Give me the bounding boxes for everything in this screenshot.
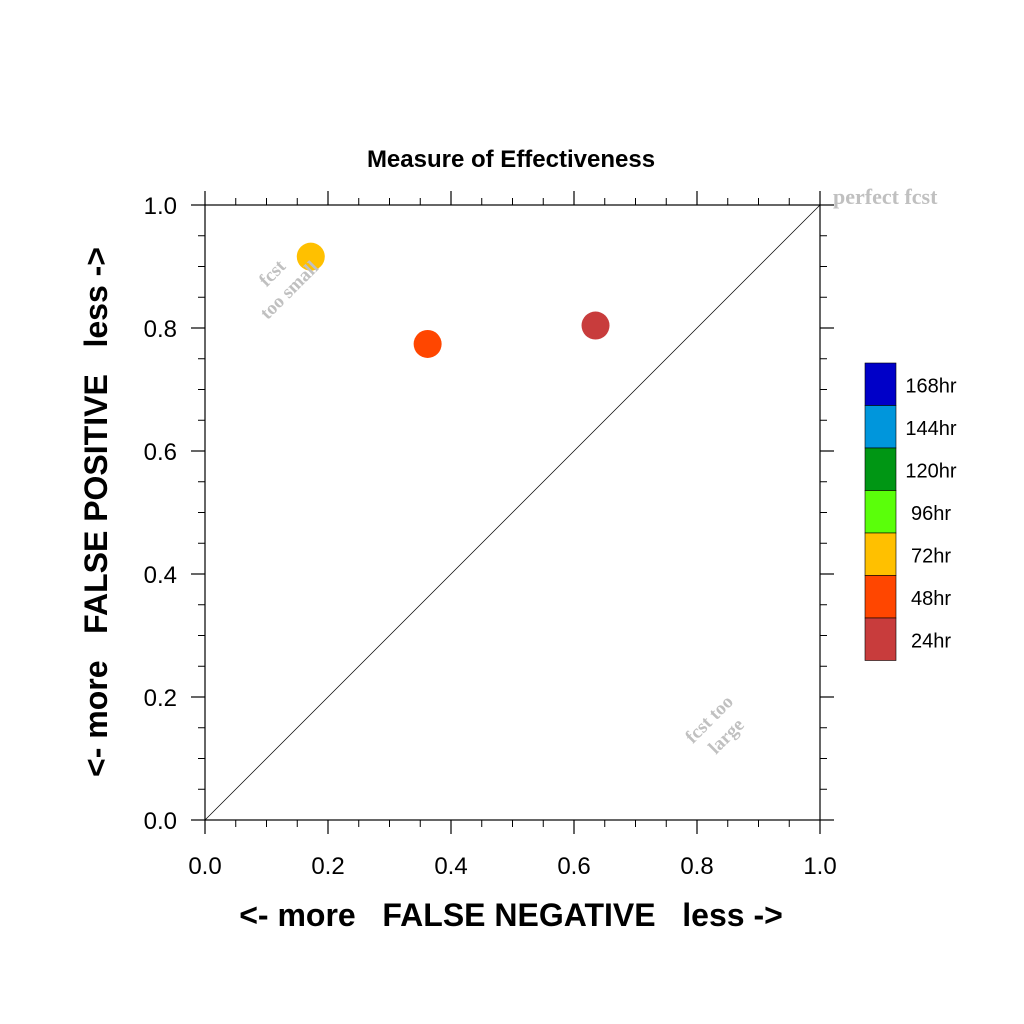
annotation-too-large: fcst too large [681,691,748,758]
x-tick-label: 0.0 [188,853,221,880]
legend-swatch-72hr [864,532,897,576]
x-tick-label: 0.6 [557,853,590,880]
y-tick-label: 0.6 [144,439,177,466]
marks-layer [296,242,610,358]
data-point-24hr [581,311,610,340]
legend-label-72hr: 72hr [911,545,951,567]
data-point-72hr [296,242,325,271]
legend-swatch-120hr [864,447,897,491]
x-tick-label: 1.0 [803,853,836,880]
legend-swatch-96hr [864,490,897,534]
legend-label-144hr: 144hr [905,418,956,440]
legend: 168hr 144hr 120hr 96hr 72hr 48hr 24hr [864,362,957,661]
legend-label-120hr: 120hr [905,460,956,482]
data-point-48hr [413,329,442,358]
perfect-fcst-label: perfect fcst [833,184,938,209]
legend-swatch-24hr [864,617,897,661]
y-axis-label: <- more FALSE POSITIVE less -> [78,247,114,777]
perfect-fcst-line [204,204,821,821]
legend-label-24hr: 24hr [911,630,951,652]
x-tick-label: 0.2 [311,853,344,880]
y-tick-label: 1.0 [144,193,177,220]
y-tick-label: 0.0 [144,808,177,835]
y-tick-label: 0.8 [144,316,177,343]
chart-title: Measure of Effectiveness [367,146,655,173]
x-axis-label: <- more FALSE NEGATIVE less -> [239,897,783,933]
x-tick-label: 0.8 [680,853,713,880]
legend-swatch-48hr [864,575,897,619]
legend-label-48hr: 48hr [911,588,951,610]
y-tick-label: 0.4 [144,562,177,589]
axes-layer: 0.0 0.2 0.4 0.6 0.8 1.0 0.0 0.2 0.4 0.6 0.8 1.0 [144,191,837,880]
x-tick-label: 0.4 [434,853,467,880]
legend-swatch-168hr [864,362,897,406]
legend-label-168hr: 168hr [905,375,956,397]
y-tick-label: 0.2 [144,685,177,712]
legend-label-96hr: 96hr [911,503,951,525]
legend-swatch-144hr [864,405,897,449]
